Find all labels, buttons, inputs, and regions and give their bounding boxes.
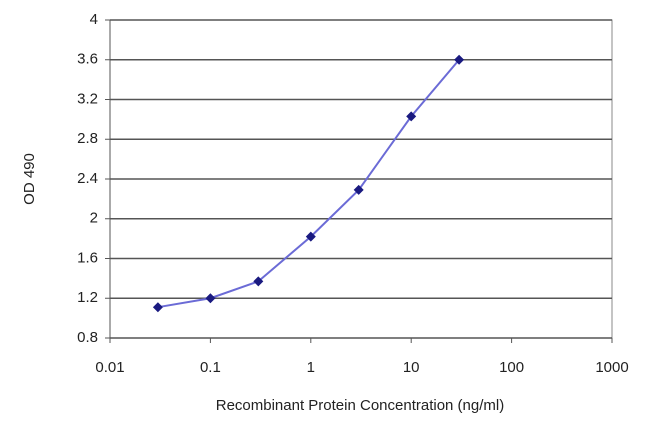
- x-axis-label: Recombinant Protein Concentration (ng/ml…: [216, 397, 504, 414]
- y-axis-label: OD 490: [21, 153, 38, 205]
- y-tick-label: 1.2: [77, 289, 98, 306]
- x-tick-label: 100: [499, 359, 524, 376]
- y-tick-label: 1.6: [77, 249, 98, 266]
- y-tick-label: 2.4: [77, 170, 98, 187]
- y-tick-label: 4: [90, 11, 98, 28]
- x-tick-label: 0.01: [95, 359, 124, 376]
- data-point: [454, 54, 465, 65]
- x-tick-label: 0.1: [200, 359, 221, 376]
- y-tick-label: 3.6: [77, 51, 98, 68]
- data-point: [406, 111, 417, 122]
- y-tick-label: 2: [90, 210, 98, 227]
- data-point: [305, 231, 316, 242]
- x-tick-label: 1: [307, 359, 315, 376]
- data-point: [205, 293, 216, 304]
- data-point: [152, 302, 163, 313]
- x-tick-label: 1000: [595, 359, 628, 376]
- y-tick-label: 2.8: [77, 130, 98, 147]
- y-tick-label: 3.2: [77, 90, 98, 107]
- y-tick-label: 0.8: [77, 329, 98, 346]
- x-tick-label: 10: [403, 359, 420, 376]
- data-point: [253, 276, 264, 287]
- data-point: [353, 184, 364, 195]
